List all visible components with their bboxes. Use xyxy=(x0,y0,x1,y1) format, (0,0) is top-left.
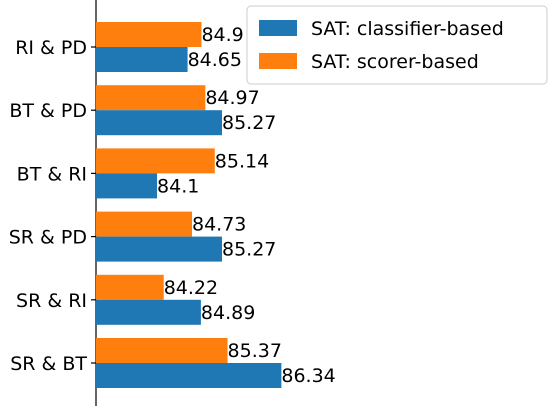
y-tick-label: SR & PD xyxy=(9,227,87,249)
bar xyxy=(96,148,215,174)
legend-label: SAT: scorer-based xyxy=(311,51,479,73)
bar xyxy=(96,22,202,47)
bar xyxy=(96,236,222,262)
data-label: 84.9 xyxy=(201,24,243,46)
data-label: 85.27 xyxy=(222,239,276,261)
data-label: 85.37 xyxy=(228,340,282,362)
data-label: 84.22 xyxy=(164,277,218,299)
bar xyxy=(96,299,201,325)
data-label: 84.1 xyxy=(157,175,199,197)
data-label: 84.65 xyxy=(188,49,242,71)
bar xyxy=(96,338,228,363)
y-tick-label: SR & RI xyxy=(16,290,87,312)
bar xyxy=(96,274,164,300)
bar xyxy=(96,85,206,111)
legend-label: SAT: classifier-based xyxy=(311,18,504,40)
bar xyxy=(96,173,158,199)
data-label: 85.27 xyxy=(222,112,276,134)
data-label: 84.89 xyxy=(201,302,255,324)
bar xyxy=(96,47,188,72)
data-label: 84.73 xyxy=(192,214,246,236)
y-tick-label: BT & PD xyxy=(9,100,87,122)
legend-swatch xyxy=(259,53,297,69)
data-label: 85.14 xyxy=(215,150,269,172)
bar xyxy=(96,363,282,388)
y-tick-label: SR & BT xyxy=(10,353,87,375)
data-label: 86.34 xyxy=(281,365,335,387)
bar xyxy=(96,211,193,237)
y-tick-label: RI & PD xyxy=(15,37,87,59)
legend: SAT: classifier-based SAT: scorer-based xyxy=(246,5,548,85)
data-label: 84.97 xyxy=(205,87,259,109)
bar xyxy=(96,110,222,136)
bars xyxy=(96,22,282,388)
y-tick-labels: RI & PD BT & PD BT & RI SR & PD SR & RI SR & … xyxy=(9,37,96,375)
y-tick-label: BT & RI xyxy=(17,163,87,185)
legend-swatch xyxy=(259,20,297,36)
legend-frame xyxy=(246,5,548,85)
data-labels: 84.984.6584.9785.2785.1484.184.7385.2784… xyxy=(157,24,336,387)
